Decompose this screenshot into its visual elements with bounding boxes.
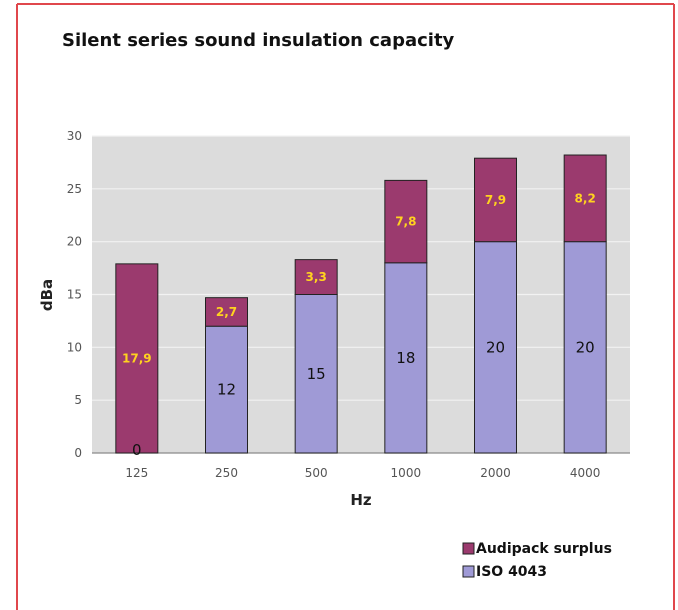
bar-iso-4043 [205,325,248,454]
bar-iso-4043 [384,262,428,454]
bar-audipack-surplus [474,157,517,243]
data-label-surplus: 3,3 [306,270,327,284]
chart-title: Silent series sound insulation capacity [62,30,455,51]
x-tick-label: 1000 [391,466,422,480]
grid-lines [92,135,630,454]
data-label-surplus: 7,9 [485,193,506,207]
x-tick-label: 4000 [570,466,601,480]
x-tick-label: 500 [305,466,328,480]
data-label-surplus: 7,8 [395,215,416,229]
x-tick-label: 250 [215,466,238,480]
y-tick-label: 30 [67,129,82,143]
x-tick-label: 2000 [480,466,511,480]
data-label-iso: 20 [486,338,505,356]
legend: Audipack surplus ISO 4043 [462,541,612,580]
bar-audipack-surplus [563,154,607,243]
bar-audipack-surplus [294,259,338,296]
data-labels: 17,9 0 2,7 12 3,3 15 7,8 18 7,9 20 8,2 20 [122,191,596,459]
y-tick-label: 15 [67,288,82,302]
data-label-surplus: 8,2 [575,191,596,205]
data-label-iso: 20 [576,338,595,356]
data-label-surplus: 2,7 [216,305,237,319]
y-axis-ticks: 0 5 10 15 20 25 30 [67,129,82,460]
bar-iso-4043 [563,241,607,454]
legend-label-surplus: Audipack surplus [476,541,612,557]
data-label-iso: 0 [132,441,142,459]
legend-label-iso: ISO 4043 [476,564,547,580]
bar-audipack-surplus [384,179,428,264]
y-tick-label: 25 [67,182,82,196]
bar-iso-4043 [294,294,338,454]
y-axis-title: dBa [38,279,56,311]
bars [115,154,607,454]
bar-audipack-surplus [205,297,248,327]
x-axis-title: Hz [350,491,372,509]
legend-swatch-iso [462,565,475,578]
data-label-iso: 12 [217,381,236,399]
y-tick-label: 5 [74,393,82,407]
data-label-surplus: 17,9 [122,351,152,365]
y-tick-label: 10 [67,340,82,354]
x-axis-ticks: 125 250 500 1000 2000 4000 [125,466,600,480]
x-tick-label: 125 [125,466,148,480]
y-tick-label: 20 [67,235,82,249]
y-tick-label: 0 [74,446,82,460]
data-label-iso: 15 [307,365,326,383]
data-label-iso: 18 [396,349,415,367]
legend-swatch-surplus [462,542,475,555]
bar-iso-4043 [474,241,517,454]
bar-audipack-surplus [115,263,159,454]
